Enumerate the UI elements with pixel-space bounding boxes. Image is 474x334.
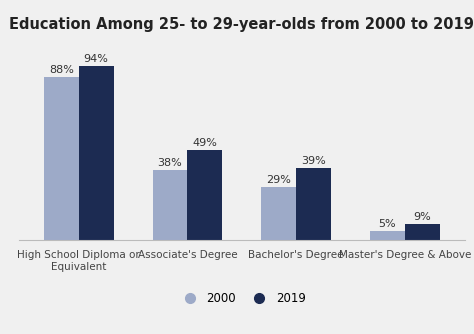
Text: 94%: 94% [84, 54, 109, 64]
Text: 5%: 5% [379, 219, 396, 229]
Text: 88%: 88% [49, 65, 74, 75]
Bar [79, 66, 113, 240]
Legend: 2000, 2019: 2000, 2019 [172, 286, 311, 311]
Text: 39%: 39% [301, 156, 326, 166]
Bar [187, 150, 222, 240]
Bar [44, 77, 79, 240]
Bar [370, 231, 405, 240]
Bar [405, 224, 439, 240]
Bar [153, 170, 187, 240]
Title: Education Among 25- to 29-year-olds from 2000 to 2019: Education Among 25- to 29-year-olds from… [9, 17, 474, 32]
Text: 29%: 29% [266, 175, 291, 185]
Bar [296, 168, 331, 240]
Text: 49%: 49% [192, 138, 217, 148]
Text: 38%: 38% [158, 158, 182, 168]
Bar [261, 187, 296, 240]
Text: 9%: 9% [413, 212, 431, 222]
